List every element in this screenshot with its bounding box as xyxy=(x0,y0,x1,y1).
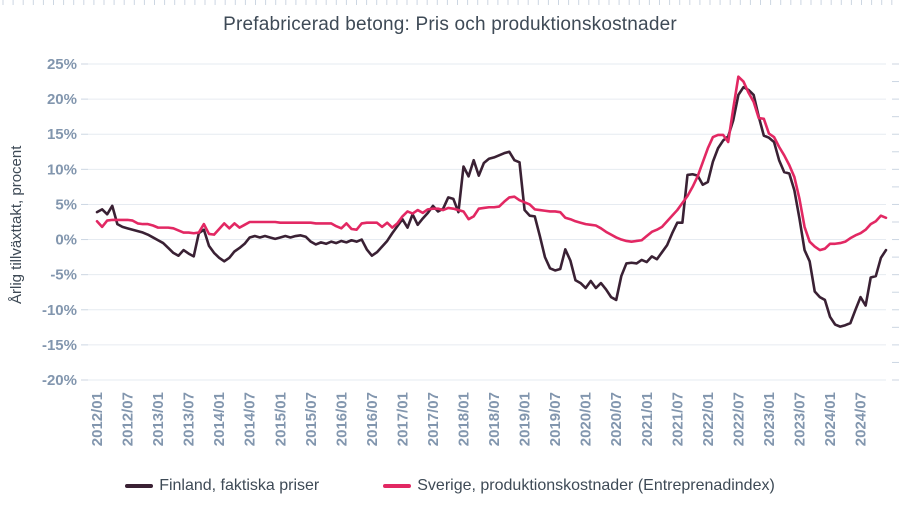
sverige-series-line xyxy=(95,75,888,252)
x-tick-label: 2022/01 xyxy=(700,392,717,446)
x-tick-label: 2024/07 xyxy=(853,392,870,446)
x-tick-label: 2012/01 xyxy=(89,392,106,446)
x-tick-label: 2021/07 xyxy=(669,392,686,446)
x-tick-labels: 2012/01 2012/07 2013/01 2013/07 2014/01 2014/… xyxy=(89,392,870,446)
x-tick-label: 2021/01 xyxy=(639,392,656,446)
y-tick-label: -15% xyxy=(42,337,77,354)
y-tick-label: 20% xyxy=(47,91,77,108)
y-tick-label: -10% xyxy=(42,302,77,319)
x-tick-label: 2014/01 xyxy=(211,392,228,446)
y-tick-label: -5% xyxy=(50,267,77,284)
x-tick-label: 2016/07 xyxy=(364,392,381,446)
legend-item-sverige: Sverige, produktionskostnader (Entrepren… xyxy=(383,477,775,495)
x-tick-label: 2019/01 xyxy=(517,392,534,446)
legend-label-sverige: Sverige, produktionskostnader (Entrepren… xyxy=(417,477,775,494)
y-tick-label: 25% xyxy=(47,56,77,73)
axis-ticks xyxy=(2,0,899,381)
legend-item-finland: Finland, faktiska priser xyxy=(125,477,319,495)
chart-title: Prefabricerad betong: Pris och produktio… xyxy=(223,14,677,35)
x-tick-label: 2014/07 xyxy=(242,392,259,446)
x-tick-label: 2015/07 xyxy=(303,392,320,446)
x-tick-label: 2022/07 xyxy=(730,392,747,446)
x-tick-label: 2013/07 xyxy=(181,392,198,446)
x-tick-label: 2019/07 xyxy=(547,392,564,446)
x-tick-label: 2023/07 xyxy=(791,392,808,446)
x-tick-label: 2016/01 xyxy=(333,392,350,446)
gridlines xyxy=(88,63,886,381)
x-tick-label: 2020/01 xyxy=(578,392,595,446)
x-tick-label: 2023/01 xyxy=(761,392,778,446)
sverige-line-swatch xyxy=(383,484,412,488)
y-tick-label: 15% xyxy=(47,126,77,143)
x-tick-label: 2012/07 xyxy=(120,392,137,446)
legend: Finland, faktiska priser Sverige, produk… xyxy=(0,477,900,495)
x-tick-label: 2018/07 xyxy=(486,392,503,446)
y-tick-label: 5% xyxy=(55,196,77,213)
y-tick-label: -20% xyxy=(42,372,77,389)
y-tick-label: 10% xyxy=(47,161,77,178)
x-tick-label: 2017/01 xyxy=(394,392,411,446)
finland-line-swatch xyxy=(125,484,154,488)
legend-label-finland: Finland, faktiska priser xyxy=(159,477,320,494)
x-tick-label: 2024/01 xyxy=(822,392,839,446)
x-tick-label: 2018/01 xyxy=(456,392,473,446)
x-tick-label: 2015/01 xyxy=(272,392,289,446)
finland-series-line xyxy=(95,85,888,328)
x-tick-label: 2017/07 xyxy=(425,392,442,446)
y-tick-label: 0% xyxy=(55,232,77,249)
y-tick-labels: 25% 20% 15% 10% 5% 0% -5% -10% -15% -20% xyxy=(42,56,77,389)
x-tick-label: 2020/07 xyxy=(608,392,625,446)
x-tick-label: 2013/01 xyxy=(150,392,167,446)
